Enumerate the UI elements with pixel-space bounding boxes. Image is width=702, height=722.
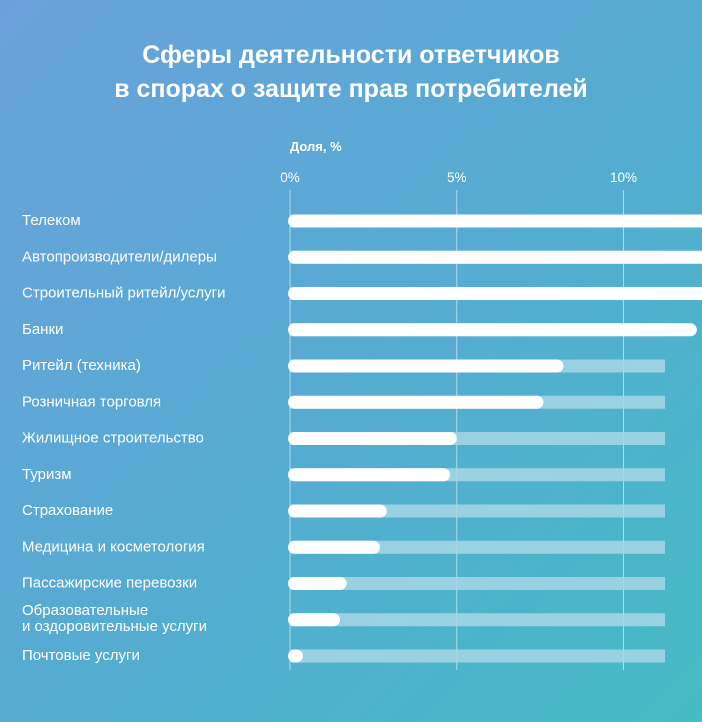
bar <box>288 214 702 228</box>
bar <box>288 395 544 409</box>
category-label: Почтовые услуги <box>22 647 140 664</box>
category-label: Телеком <box>22 212 81 229</box>
category-label-line: и оздоровительные услуги <box>22 618 207 635</box>
bar <box>288 613 341 627</box>
bar-track <box>290 577 665 590</box>
bar <box>288 250 702 264</box>
category-label: Жилищное строительство <box>22 430 204 447</box>
bar <box>288 359 564 373</box>
category-label: Розничная торговля <box>22 393 161 410</box>
bar-track <box>290 613 665 627</box>
category-label: Банки <box>22 321 63 338</box>
x-tick-label: 10% <box>610 170 637 185</box>
bar <box>288 540 381 554</box>
category-label: Образовательные и оздоровительные услуги <box>22 602 207 635</box>
category-label: Ритейл (техника) <box>22 357 141 374</box>
bar <box>288 577 347 590</box>
bar <box>288 432 457 445</box>
category-label: Строительный ритейл/услуги <box>22 285 226 302</box>
chart-title-line-2: в спорах о защите прав потребителей <box>114 75 588 103</box>
bar-track <box>290 649 665 663</box>
category-label-line: Образовательные <box>22 602 148 619</box>
chart-title: Сферы деятельности ответчиков в спорах о… <box>0 38 702 106</box>
bar <box>288 323 697 337</box>
bar <box>288 504 387 518</box>
x-axis-label: Доля, % <box>290 139 342 154</box>
category-label: Пассажирские перевозки <box>22 575 197 592</box>
bar <box>288 649 303 663</box>
chart-title-line-1: Сферы деятельности ответчиков <box>142 41 560 69</box>
category-label: Автопроизводители/дилеры <box>22 248 217 265</box>
category-label: Медицина и косметология <box>22 538 205 555</box>
x-tick-label: 0% <box>280 170 300 185</box>
category-label: Страхование <box>22 502 113 519</box>
bar <box>288 287 702 300</box>
bar <box>288 468 451 482</box>
x-tick-label: 5% <box>447 170 467 185</box>
category-label: Туризм <box>22 466 72 483</box>
bar-track <box>290 540 665 554</box>
